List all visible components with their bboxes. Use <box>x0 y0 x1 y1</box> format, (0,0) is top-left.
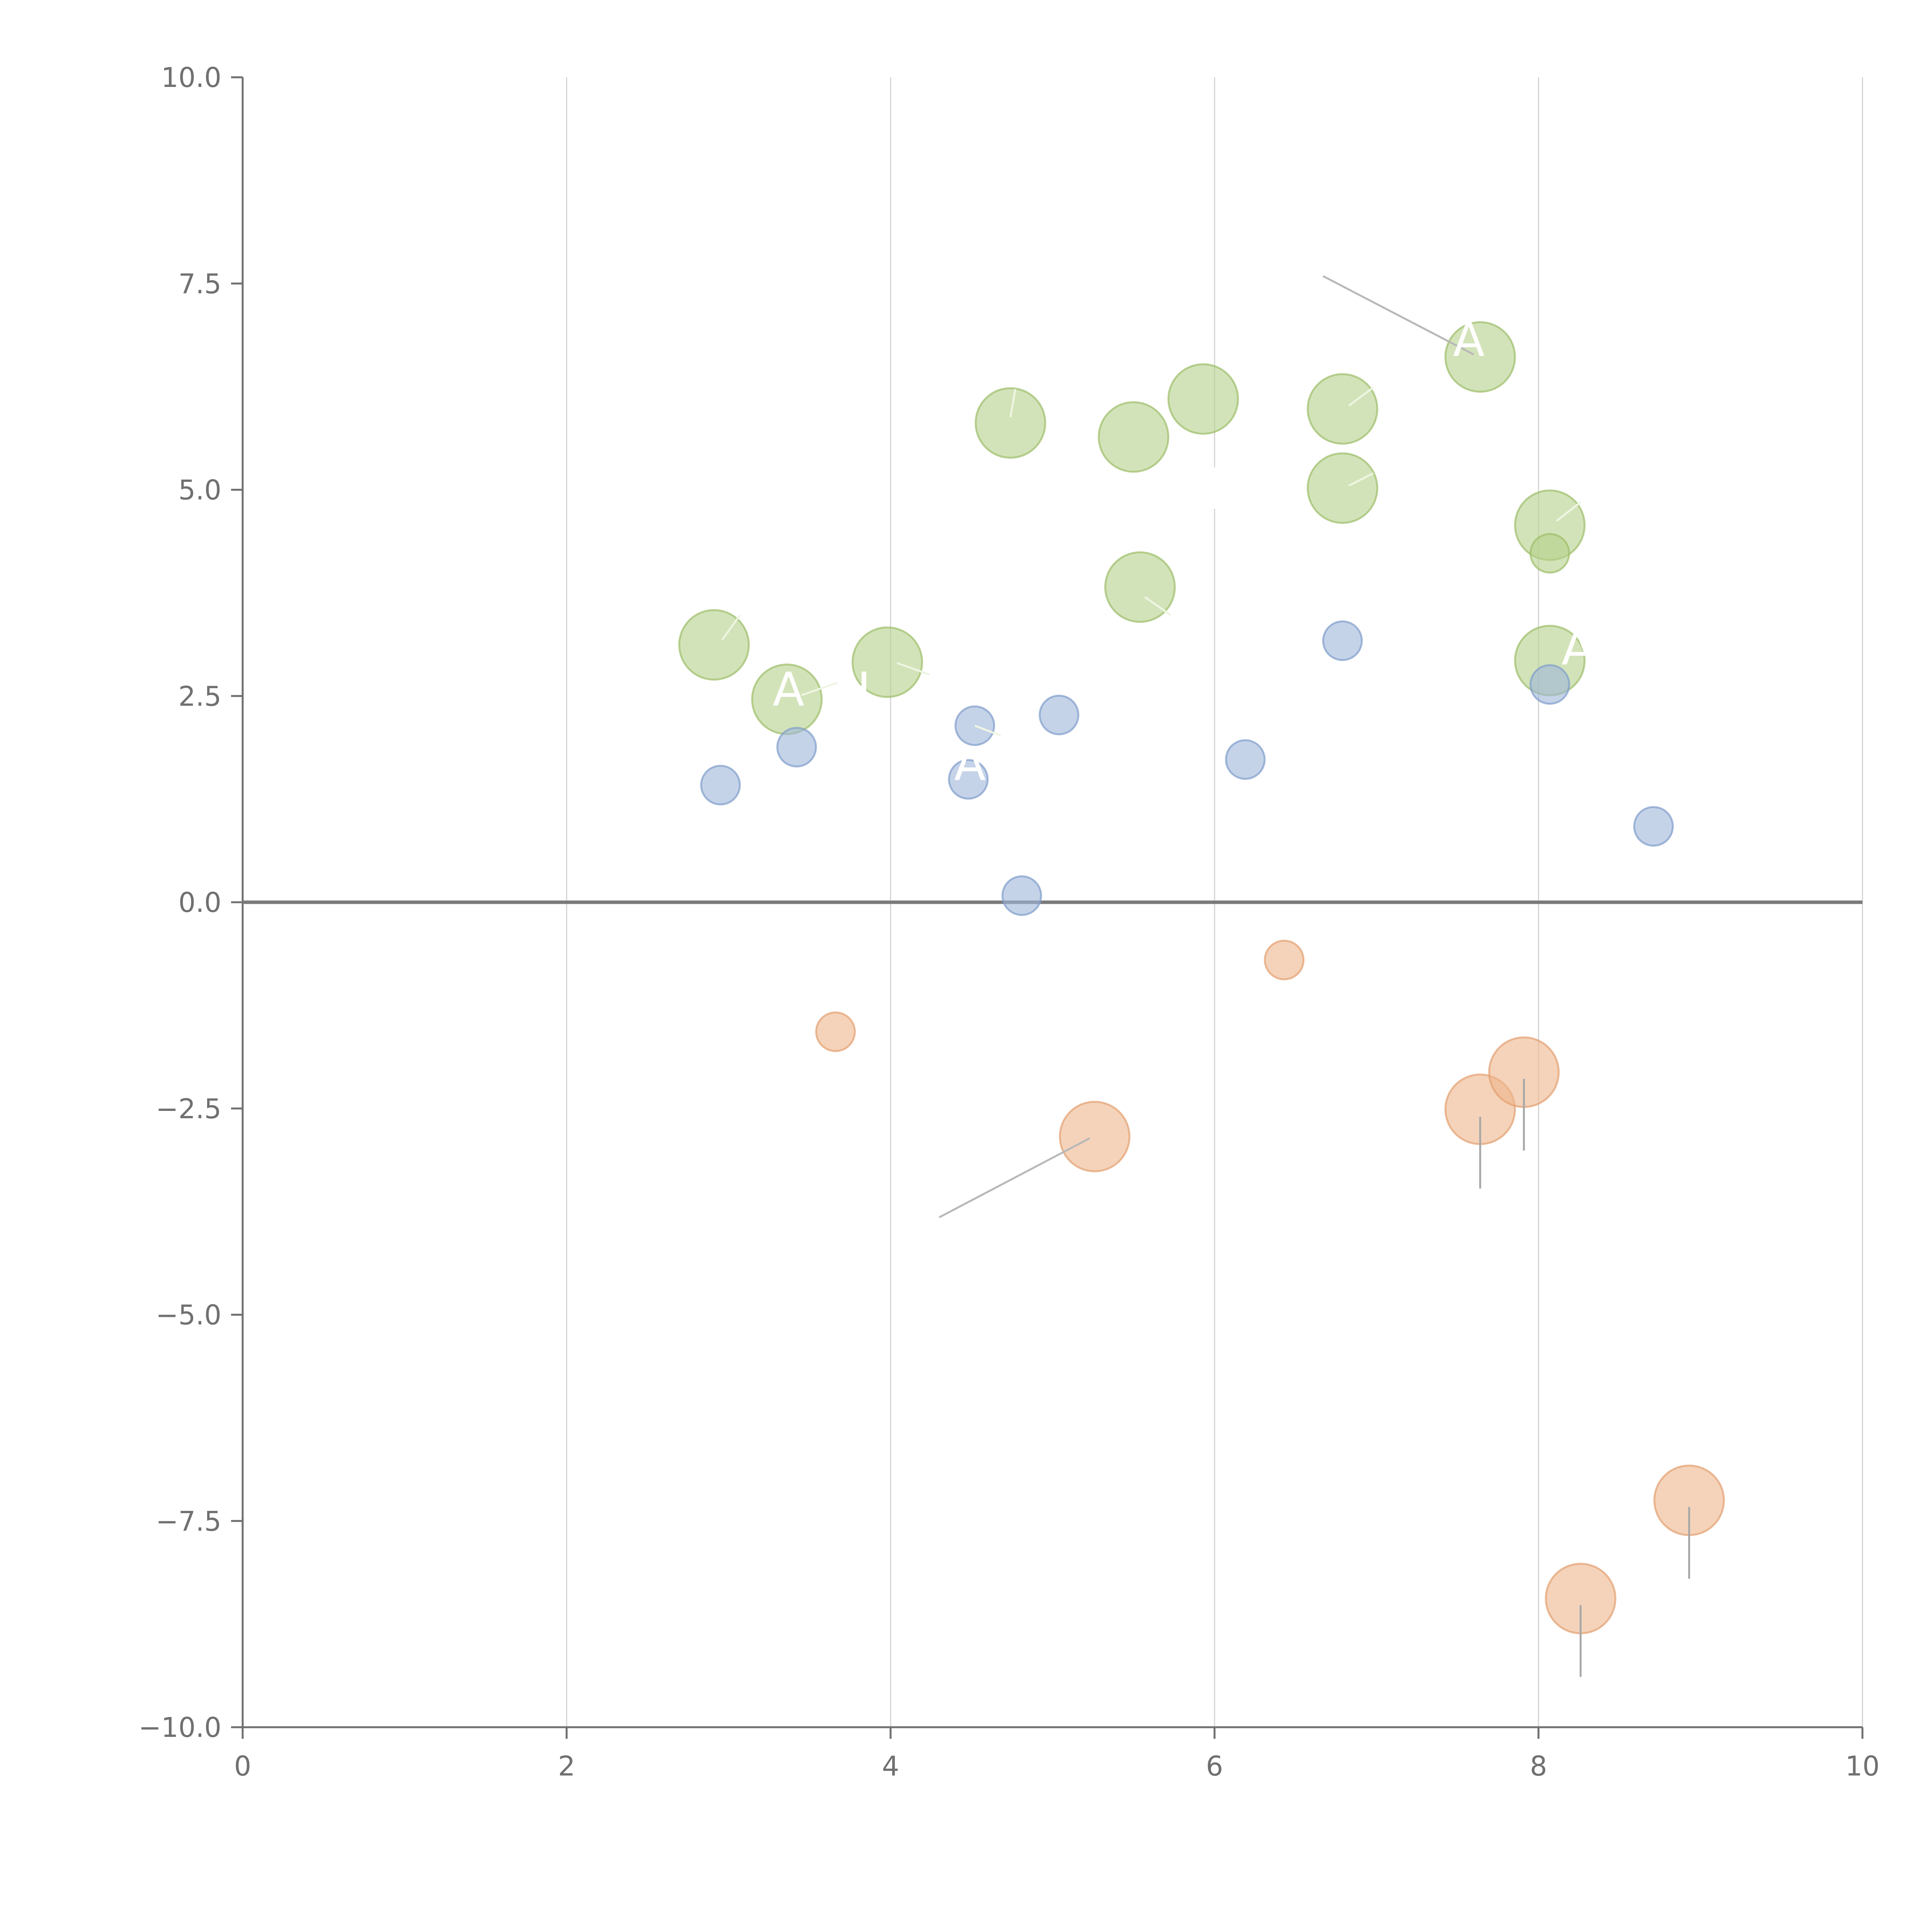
x-tick-label: 8 <box>1530 1750 1547 1782</box>
blue-point <box>1039 694 1080 735</box>
y-tick-label: 5.0 <box>179 474 221 506</box>
orange-point <box>1264 939 1304 980</box>
x-tick-label: 6 <box>1206 1750 1223 1782</box>
x-tick-label: 4 <box>882 1750 900 1782</box>
orange-point <box>1059 1100 1131 1172</box>
y-tick-label: 10.0 <box>161 62 221 94</box>
blue-point <box>776 727 817 768</box>
blue-point <box>1322 620 1363 661</box>
blue-point <box>1529 664 1570 705</box>
point-label: A <box>1453 313 1485 367</box>
point-label: A <box>954 737 986 791</box>
point-label: H <box>836 663 871 717</box>
axes: 10.0 7.5 5.0 2.5 0.0 −2.5 −5.0 −7.5 −10.0 0 2 4 6 8 10 <box>138 62 1879 1782</box>
y-tick-label: 2.5 <box>179 680 221 712</box>
leader-line <box>1556 501 1582 522</box>
point-label: A <box>1561 622 1593 675</box>
green-point <box>1444 321 1516 393</box>
leader-line <box>721 614 741 641</box>
blue-point <box>1001 875 1042 916</box>
y-tick-label: −7.5 <box>156 1505 221 1537</box>
green-point <box>678 609 750 681</box>
leader-line <box>974 724 1001 737</box>
y-tick-label: 7.5 <box>179 268 221 300</box>
green-small-point <box>1529 533 1570 574</box>
leader-line <box>801 682 838 696</box>
y-tick-label: −2.5 <box>156 1093 221 1125</box>
leader-line <box>1349 472 1374 487</box>
leader-line <box>1144 596 1172 616</box>
y-tick-label: −10.0 <box>138 1712 221 1743</box>
green-point <box>1098 401 1170 473</box>
green-point <box>1306 373 1378 445</box>
green-point <box>1167 363 1239 435</box>
y-tick-label: −5.0 <box>156 1299 221 1331</box>
leader-line <box>896 662 930 676</box>
green-point <box>1306 452 1378 524</box>
leader-lines <box>721 275 1690 1677</box>
y-tick-label: 0.0 <box>179 887 221 918</box>
blue-point <box>948 759 989 800</box>
x-tick-label: 10 <box>1845 1750 1879 1782</box>
blue-point <box>1225 739 1266 780</box>
leader-line <box>1348 386 1374 406</box>
blue-point <box>700 765 741 806</box>
green-point <box>975 387 1046 459</box>
orange-point <box>815 1011 856 1052</box>
x-tick-label: 2 <box>558 1750 575 1782</box>
leader-line <box>1009 389 1017 418</box>
x-tick-label: 0 <box>234 1750 252 1782</box>
green-point <box>851 626 923 698</box>
point-label: A <box>773 663 804 717</box>
green-point <box>1104 551 1176 623</box>
leader-line <box>939 1137 1090 1218</box>
leader-line <box>1322 275 1475 355</box>
point-labels: AA HAA <box>773 313 1594 791</box>
blue-point <box>1633 806 1674 847</box>
data-points <box>678 321 1725 1634</box>
